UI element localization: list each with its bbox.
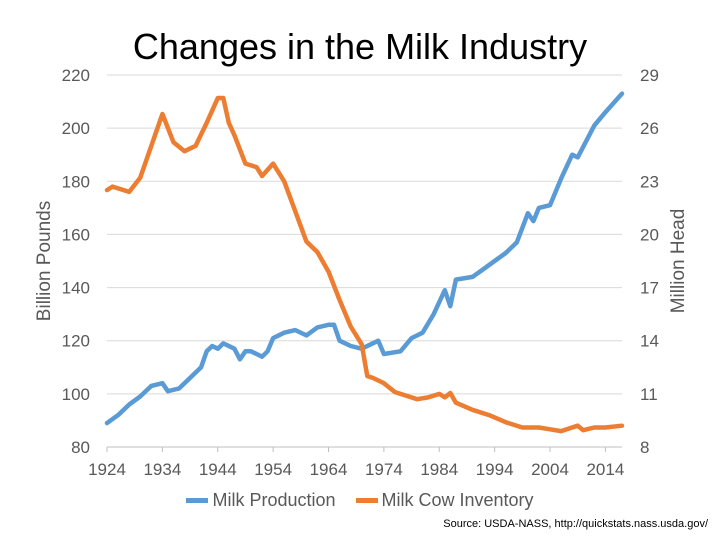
y-tick-left: 180 (62, 172, 90, 191)
y-tick-left: 200 (62, 119, 90, 138)
y-tick-left: 80 (71, 438, 90, 457)
legend-swatch (355, 498, 378, 503)
y-tick-left: 140 (62, 279, 90, 298)
x-tick: 1974 (365, 460, 403, 479)
y-tick-right: 17 (640, 279, 659, 298)
y-tick-right: 23 (640, 172, 659, 191)
x-tick: 1934 (143, 460, 181, 479)
legend-item: Milk Production (186, 490, 336, 511)
legend-label: Milk Cow Inventory (381, 490, 534, 510)
x-tick: 1924 (88, 460, 126, 479)
legend-item: Milk Cow Inventory (355, 490, 534, 511)
y-axis-right-label: Million Head (668, 209, 689, 314)
x-tick: 1944 (199, 460, 237, 479)
y-tick-left: 120 (62, 332, 90, 351)
y-axis-left-label: Billion Pounds (34, 201, 55, 321)
x-tick: 1964 (310, 460, 348, 479)
x-tick: 1984 (420, 460, 458, 479)
x-tick: 2014 (586, 460, 624, 479)
x-tick: 1954 (254, 460, 292, 479)
y-tick-right: 14 (640, 332, 659, 351)
y-tick-left: 100 (62, 385, 90, 404)
y-tick-right: 11 (640, 385, 658, 404)
y-tick-right: 20 (640, 225, 659, 244)
y-tick-left: 220 (62, 66, 90, 85)
source-note: Source: USDA-NASS, http://quickstats.nas… (443, 518, 708, 530)
y-tick-right: 29 (640, 66, 659, 85)
legend: Milk Production Milk Cow Inventory (0, 487, 720, 511)
x-tick: 2004 (531, 460, 569, 479)
series-line-milk-production (104, 91, 625, 426)
x-tick: 1994 (476, 460, 514, 479)
chart-title: Changes in the Milk Industry (132, 26, 588, 67)
series-line-milk-cow-inventory (104, 95, 625, 434)
y-tick-left: 160 (62, 225, 90, 244)
y-tick-right: 26 (640, 119, 659, 138)
legend-swatch (186, 498, 209, 503)
legend-label: Milk Production (212, 490, 336, 510)
y-tick-right: 8 (640, 438, 649, 457)
